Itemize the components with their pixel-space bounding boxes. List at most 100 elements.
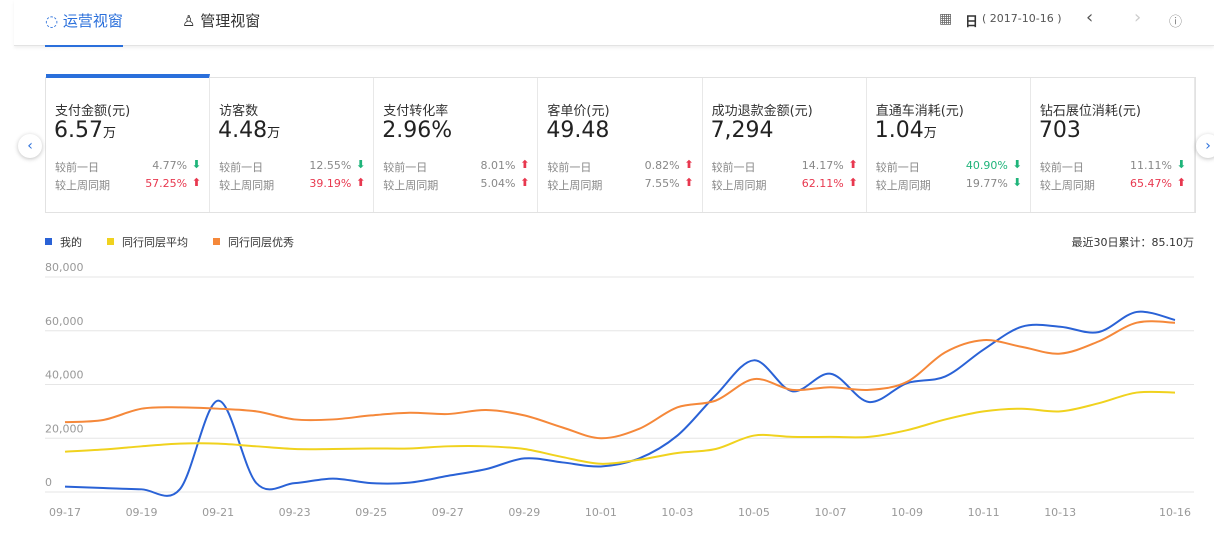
next-day[interactable]: › (1134, 7, 1142, 28)
card-value-number: 7,294 (710, 118, 774, 143)
compare-label: 较上周同期 (547, 179, 603, 192)
x-tick-label: 09-29 (508, 506, 540, 519)
change-value: 5.04% (480, 177, 516, 190)
change-arrow-up: ⬆ (1176, 176, 1186, 189)
y-tick-label: 40,000 (45, 369, 84, 382)
card-value-number: 703 (1038, 118, 1081, 143)
change-arrow-down: ⬇ (1012, 176, 1022, 189)
change-arrow-up: ⬆ (848, 158, 858, 171)
card-value: 6.57万 (54, 118, 116, 143)
x-tick-label: 09-19 (126, 506, 158, 519)
compare-label: 较前一日 (1039, 161, 1084, 174)
change-value: 7.55% (644, 177, 680, 190)
tab-management[interactable]: ♙ 管理视窗 (182, 10, 260, 45)
card-value-number: 4.48 (218, 118, 268, 143)
x-tick-label: 10-09 (891, 506, 923, 519)
card-value-number: 6.57 (54, 118, 103, 143)
compare-label: 较前一日 (55, 161, 99, 174)
card-value-unit: 万 (923, 126, 937, 141)
total-text: 最近30日累计：85.10万 (1072, 236, 1195, 249)
x-tick-label: 09-17 (49, 506, 81, 519)
legend-swatch (107, 238, 114, 245)
change-arrow-down: ⬇ (1012, 158, 1022, 171)
card-value-number: 2.96% (382, 118, 453, 143)
metric-cards: 支付金额(元) 6.57万 较前一日 4.77% ⬇ 较上周同期 57.25% ⬆ 访客数 4.4… (45, 74, 1196, 213)
cards-next[interactable]: › (1196, 134, 1214, 158)
metric-card[interactable]: 支付转化率 2.96% 较前一日 8.01% ⬆ 较上周同期 5.04% ⬆ (374, 78, 539, 212)
compare-label: 较前一日 (875, 161, 920, 174)
legend-swatch (45, 238, 52, 245)
metric-card[interactable]: 钻石展位消耗(元) 703 较前一日 11.11% ⬇ 较上周同期 65.47% ⬆ (1031, 78, 1195, 212)
x-tick-label: 10-03 (661, 506, 693, 519)
card-value-number: 1.04 (874, 118, 924, 143)
series-line (64, 320, 1176, 440)
change-arrow-down: ⬇ (1176, 158, 1186, 171)
y-tick-label: 0 (45, 476, 52, 489)
metric-card[interactable]: 客单价(元) 49.48 较前一日 0.82% ⬆ 较上周同期 7.55% ⬆ (538, 78, 703, 212)
x-tick-label: 10-16 (1159, 506, 1191, 519)
compare-label: 较上周同期 (1039, 179, 1095, 192)
change-value: 4.77% (152, 159, 188, 172)
metric-card[interactable]: 支付金额(元) 6.57万 较前一日 4.77% ⬇ 较上周同期 57.25% ⬆ (46, 74, 211, 212)
card-value-unit: 万 (102, 126, 116, 141)
prev-day[interactable]: ‹ (1086, 7, 1094, 28)
compare-label: 较上周同期 (711, 179, 767, 192)
change-arrow-up: ⬆ (356, 176, 366, 189)
x-tick-label: 09-25 (355, 506, 387, 519)
change-value: 8.01% (480, 159, 516, 172)
change-value: 12.55% (309, 159, 352, 172)
change-arrow-up: ⬆ (848, 176, 858, 189)
x-tick-label: 09-27 (432, 506, 464, 519)
compare-label: 较上周同期 (55, 179, 110, 192)
card-title: 钻石展位消耗(元) (1039, 104, 1141, 119)
change-value: 57.25% (145, 177, 188, 190)
change-arrow-down: ⬇ (191, 158, 202, 171)
tab-label: 运营视窗 (62, 12, 123, 30)
date-unit[interactable]: 日 (965, 15, 979, 30)
change-value: 40.90% (965, 159, 1008, 172)
calendar-icon[interactable]: ▦ (939, 11, 953, 27)
y-tick-label: 80,000 (45, 261, 84, 274)
tab-icon: ◌ (45, 12, 63, 30)
compare-label: 较上周同期 (383, 179, 439, 192)
card-value: 703 (1039, 118, 1081, 143)
compare-label: 较前一日 (383, 161, 428, 174)
change-value: 19.77% (965, 177, 1008, 190)
chart: 我的 同行同层平均 同行同层优秀 最近30日累计：85.10万 0 20,000 40,00… (45, 235, 1195, 519)
legend-label: 同行同层优秀 (228, 236, 294, 249)
card-value: 2.96% (382, 118, 452, 143)
date-value[interactable]: ( 2017-10-16 ) (982, 12, 1062, 25)
card-title: 访客数 (219, 104, 259, 119)
change-value: 11.11% (1130, 159, 1172, 172)
metric-card[interactable]: 直通车消耗(元) 1.04万 较前一日 40.90% ⬇ 较上周同期 19.77% ⬇ (867, 78, 1031, 212)
card-value: 4.48万 (218, 118, 280, 143)
x-tick-label: 10-11 (968, 506, 1000, 519)
metric-card[interactable]: 访客数 4.48万 较前一日 12.55% ⬇ 较上周同期 39.19% ⬆ (210, 78, 375, 212)
card-title: 成功退款金额(元) (711, 104, 813, 119)
change-value: 39.19% (309, 177, 352, 190)
card-value-unit: 万 (267, 126, 281, 141)
change-value: 65.47% (1130, 177, 1172, 190)
info-icon[interactable]: ⓘ (1169, 15, 1183, 30)
y-tick-label: 20,000 (45, 422, 84, 435)
metric-card[interactable]: 成功退款金额(元) 7,294 较前一日 14.17% ⬆ 较上周同期 62.11% ⬆ (703, 78, 867, 212)
legend-label: 同行同层平均 (122, 236, 188, 249)
x-tick-label: 10-05 (738, 506, 770, 519)
change-value: 14.17% (801, 159, 844, 172)
cards-prev[interactable]: ‹ (18, 134, 42, 158)
change-arrow-up: ⬆ (191, 176, 202, 189)
card-title: 客单价(元) (547, 104, 610, 119)
x-tick-label: 10-07 (815, 506, 847, 519)
compare-label: 较前一日 (219, 161, 264, 174)
card-value-number: 49.48 (546, 118, 610, 143)
card-title: 支付转化率 (383, 104, 449, 119)
tab-operations[interactable]: ◌ 运营视窗 (45, 10, 123, 47)
y-tick-label: 60,000 (45, 315, 84, 328)
card-title: 直通车消耗(元) (875, 104, 964, 119)
change-arrow-up: ⬆ (520, 176, 530, 189)
x-tick-label: 10-13 (1044, 506, 1076, 519)
series-line (64, 390, 1176, 465)
series-line (64, 310, 1176, 497)
x-tick-label: 09-21 (202, 506, 234, 519)
